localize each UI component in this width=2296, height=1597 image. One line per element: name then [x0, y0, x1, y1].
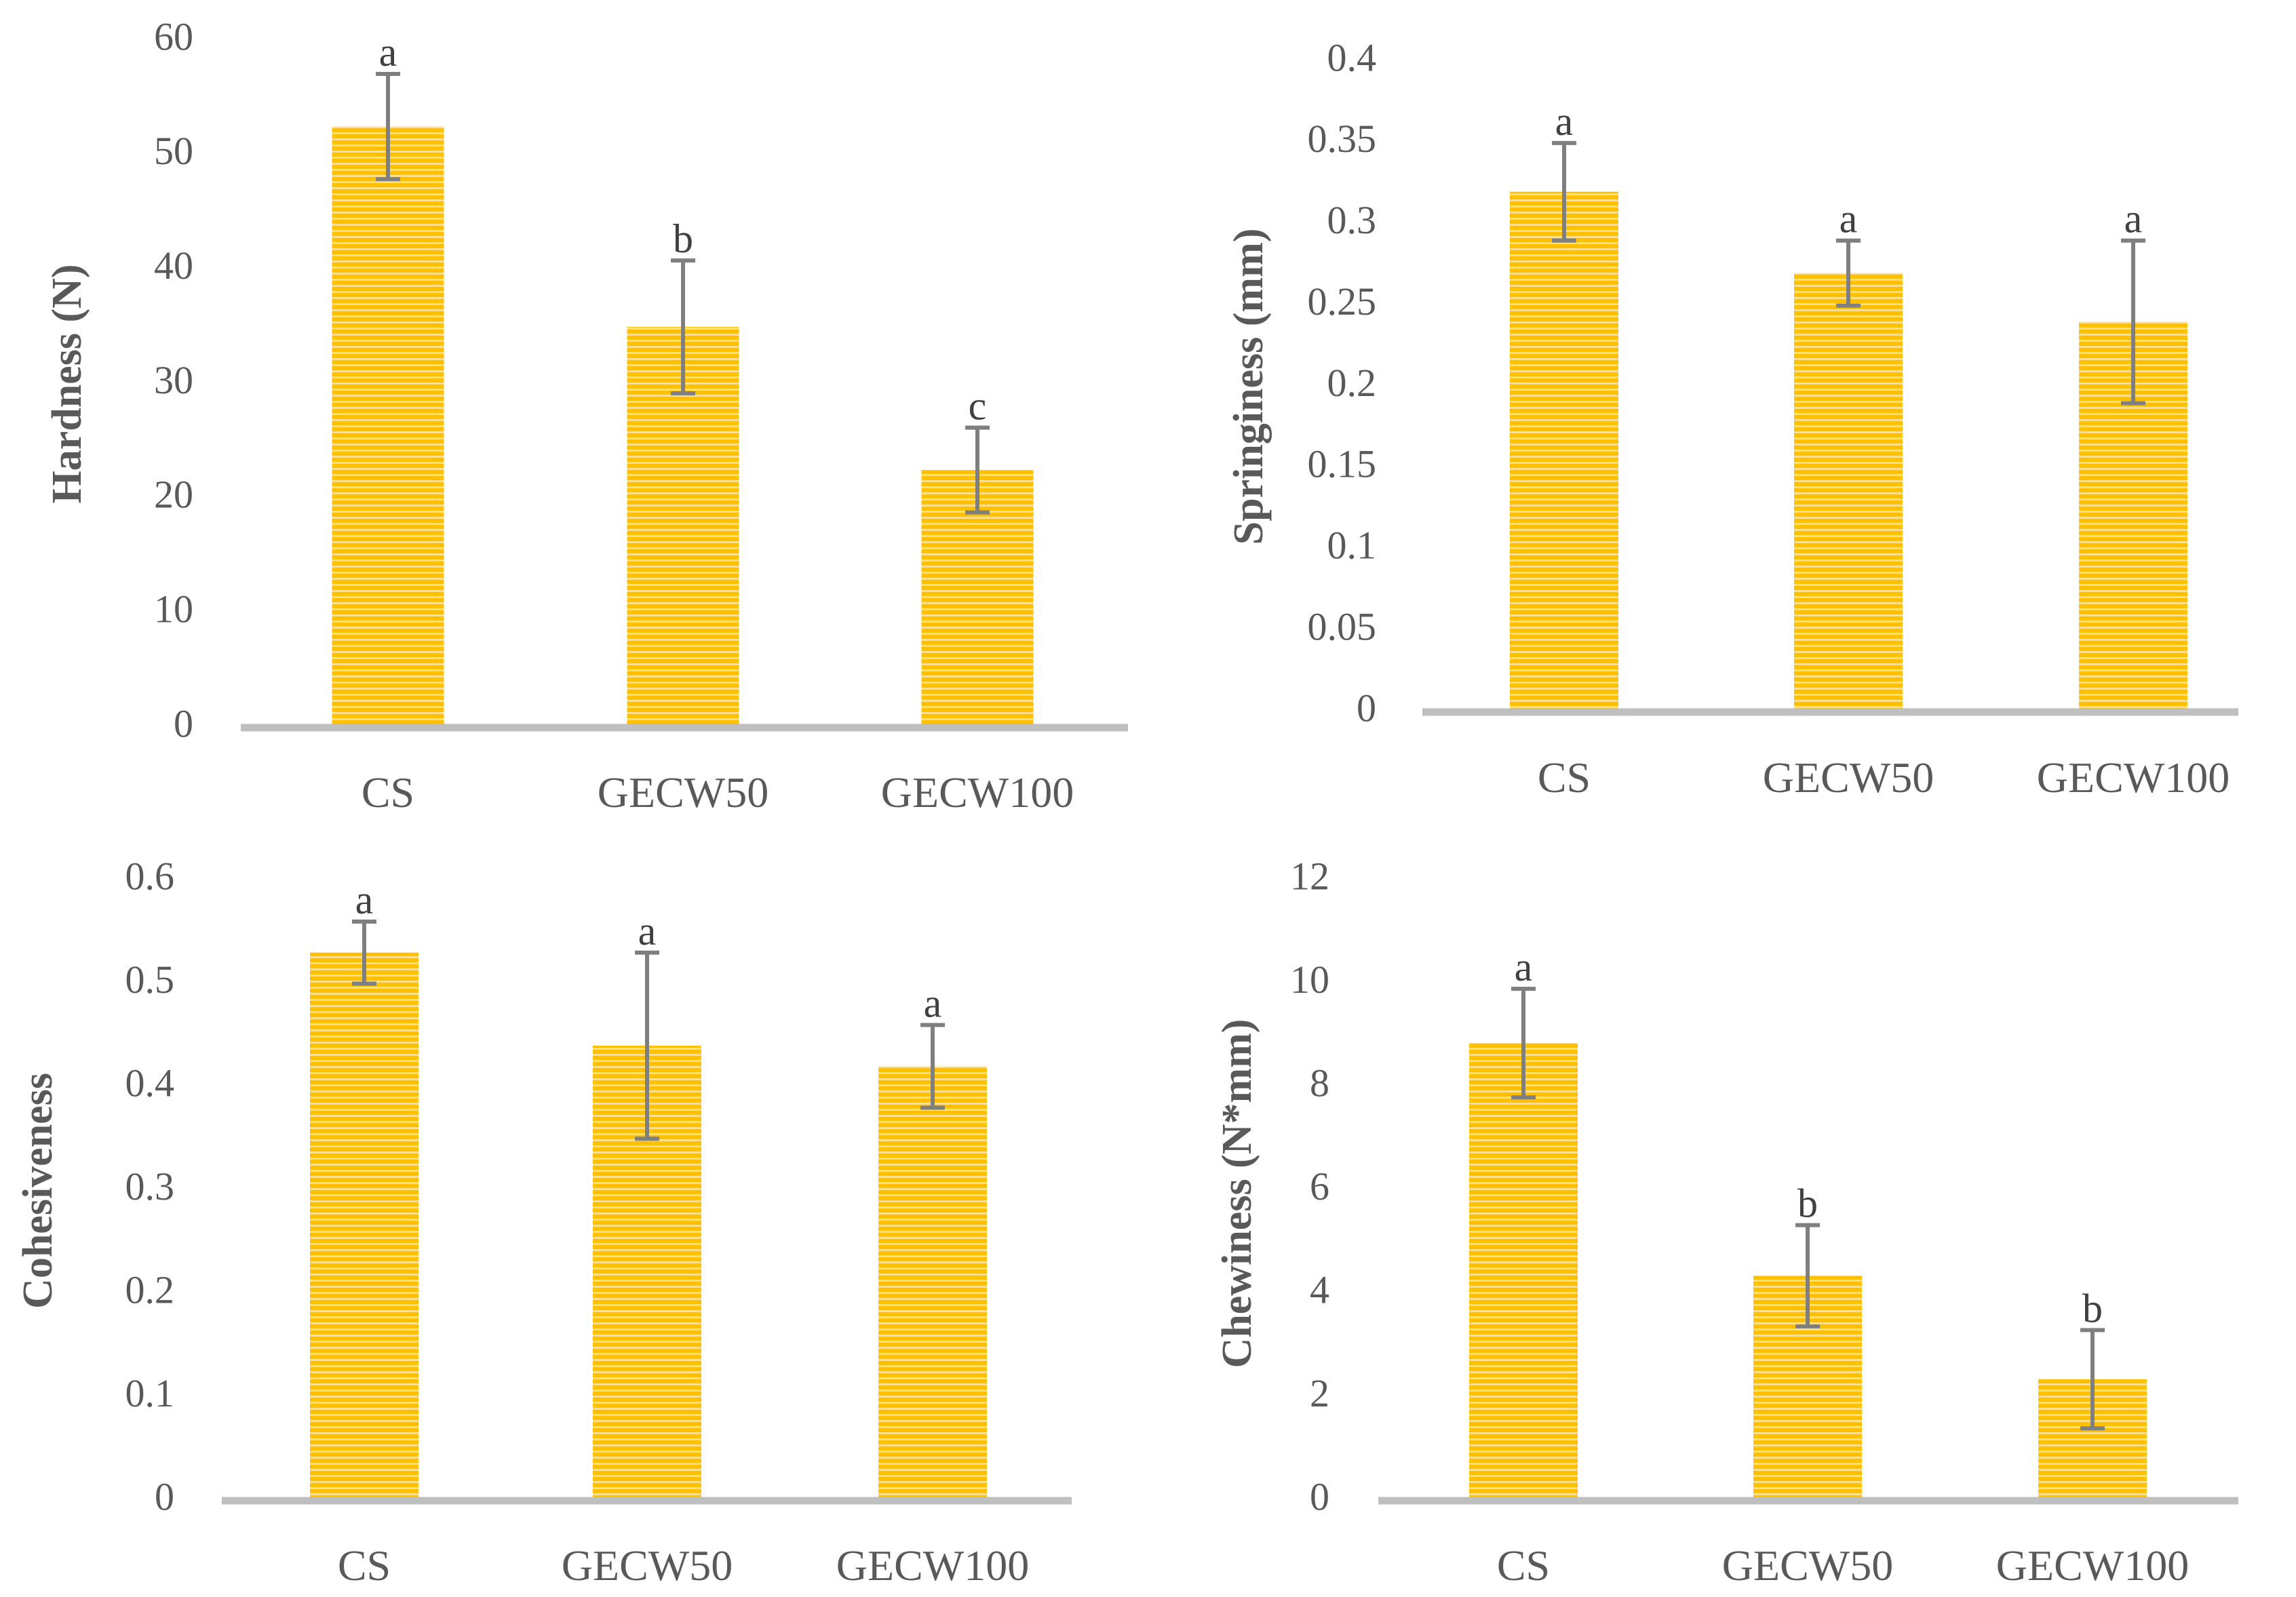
hardness-ytick-label: 60	[154, 14, 193, 58]
cohesiveness-ytick-label: 0	[155, 1474, 174, 1518]
chewiness-ytick-label: 6	[1310, 1164, 1329, 1208]
cohesiveness-category-label: GECW50	[562, 1541, 733, 1590]
springiness-significance-label: a	[2124, 197, 2143, 241]
hardness-ytick-label: 50	[154, 129, 193, 173]
chewiness-ytick-label: 10	[1290, 958, 1329, 1002]
chewiness-bar	[1469, 1043, 1578, 1501]
springiness-significance-label: a	[1555, 99, 1574, 144]
springiness-y-axis-label: Springiness (mm)	[1226, 229, 1272, 545]
chewiness-ytick-label: 12	[1290, 854, 1329, 898]
springiness-ytick-label: 0.25	[1308, 279, 1377, 323]
chewiness-category-label: GECW100	[1996, 1541, 2189, 1590]
hardness-significance-label: c	[969, 384, 987, 429]
springiness-category-label: CS	[1538, 753, 1591, 802]
cohesiveness-ytick-label: 0.4	[125, 1061, 175, 1105]
cohesiveness-bar	[310, 952, 419, 1501]
springiness-ytick-label: 0.4	[1327, 35, 1377, 79]
hardness-category-label: GECW100	[881, 768, 1074, 816]
cohesiveness-bar	[878, 1066, 987, 1501]
cohesiveness-significance-label: a	[924, 981, 942, 1026]
springiness-ytick-label: 0.1	[1327, 524, 1377, 568]
chewiness-category-label: CS	[1497, 1541, 1550, 1590]
hardness-ytick-label: 10	[154, 587, 193, 631]
springiness-ytick-label: 0	[1357, 686, 1376, 730]
cohesiveness-ytick-label: 0.1	[125, 1371, 175, 1415]
hardness-ytick-label: 0	[174, 701, 193, 745]
chewiness-ytick-label: 8	[1310, 1061, 1329, 1105]
cohesiveness-significance-label: a	[638, 909, 657, 953]
chewiness-ytick-label: 0	[1310, 1474, 1329, 1518]
cohesiveness-ytick-label: 0.5	[125, 958, 175, 1002]
chewiness-ytick-label: 4	[1310, 1267, 1329, 1312]
cohesiveness-y-axis-label: Cohesiveness	[15, 1073, 61, 1309]
springiness-ytick-label: 0.3	[1327, 198, 1377, 242]
chewiness-significance-label: a	[1515, 945, 1533, 989]
chewiness-panel: 0 2 4 6 8 10 12 Chewiness (N*mm) a CS b GECW50 b GECW…	[1214, 854, 2238, 1590]
springiness-ytick-label: 0.35	[1308, 117, 1377, 161]
springiness-bar	[1510, 191, 1618, 712]
hardness-significance-label: a	[379, 30, 397, 75]
springiness-ytick-label: 0.05	[1308, 604, 1377, 648]
chewiness-category-label: GECW50	[1722, 1541, 1893, 1590]
springiness-ytick-label: 0.15	[1308, 442, 1377, 486]
cohesiveness-panel: 0 0.1 0.2 0.3 0.4 0.5 0.6 Cohesiveness a CS a GECW5…	[15, 854, 1072, 1590]
springiness-ytick-label: 0.2	[1327, 361, 1377, 405]
chewiness-significance-label: b	[2082, 1286, 2103, 1330]
cohesiveness-category-label: GECW100	[836, 1541, 1029, 1590]
hardness-category-label: GECW50	[598, 768, 768, 816]
cohesiveness-ytick-label: 0.2	[125, 1267, 175, 1312]
hardness-category-label: CS	[362, 768, 414, 816]
hardness-ytick-label: 20	[154, 473, 193, 517]
cohesiveness-ytick-label: 0.6	[125, 854, 175, 898]
hardness-bar	[332, 126, 444, 728]
hardness-panel: 0 10 20 30 40 50 60 Hardness (N) a CS b GECW50 c GECW…	[44, 14, 1128, 816]
springiness-significance-label: a	[1840, 197, 1858, 241]
hardness-ytick-label: 40	[154, 243, 193, 288]
chewiness-significance-label: b	[1797, 1181, 1818, 1226]
hardness-y-axis-label: Hardness (N)	[44, 264, 90, 503]
cohesiveness-ytick-label: 0.3	[125, 1164, 175, 1208]
cohesiveness-category-label: CS	[338, 1541, 391, 1590]
springiness-category-label: GECW100	[2037, 753, 2230, 802]
hardness-ytick-label: 30	[154, 358, 193, 402]
chewiness-ytick-label: 2	[1310, 1371, 1329, 1415]
hardness-significance-label: b	[673, 216, 693, 261]
chewiness-y-axis-label: Chewiness (N*mm)	[1214, 1019, 1260, 1368]
springiness-panel: 0 0.05 0.1 0.15 0.2 0.25 0.3 0.35 0.4 Springiness…	[1226, 35, 2238, 802]
springiness-bar	[1794, 273, 1903, 712]
springiness-category-label: GECW50	[1763, 753, 1934, 802]
cohesiveness-significance-label: a	[355, 878, 374, 922]
